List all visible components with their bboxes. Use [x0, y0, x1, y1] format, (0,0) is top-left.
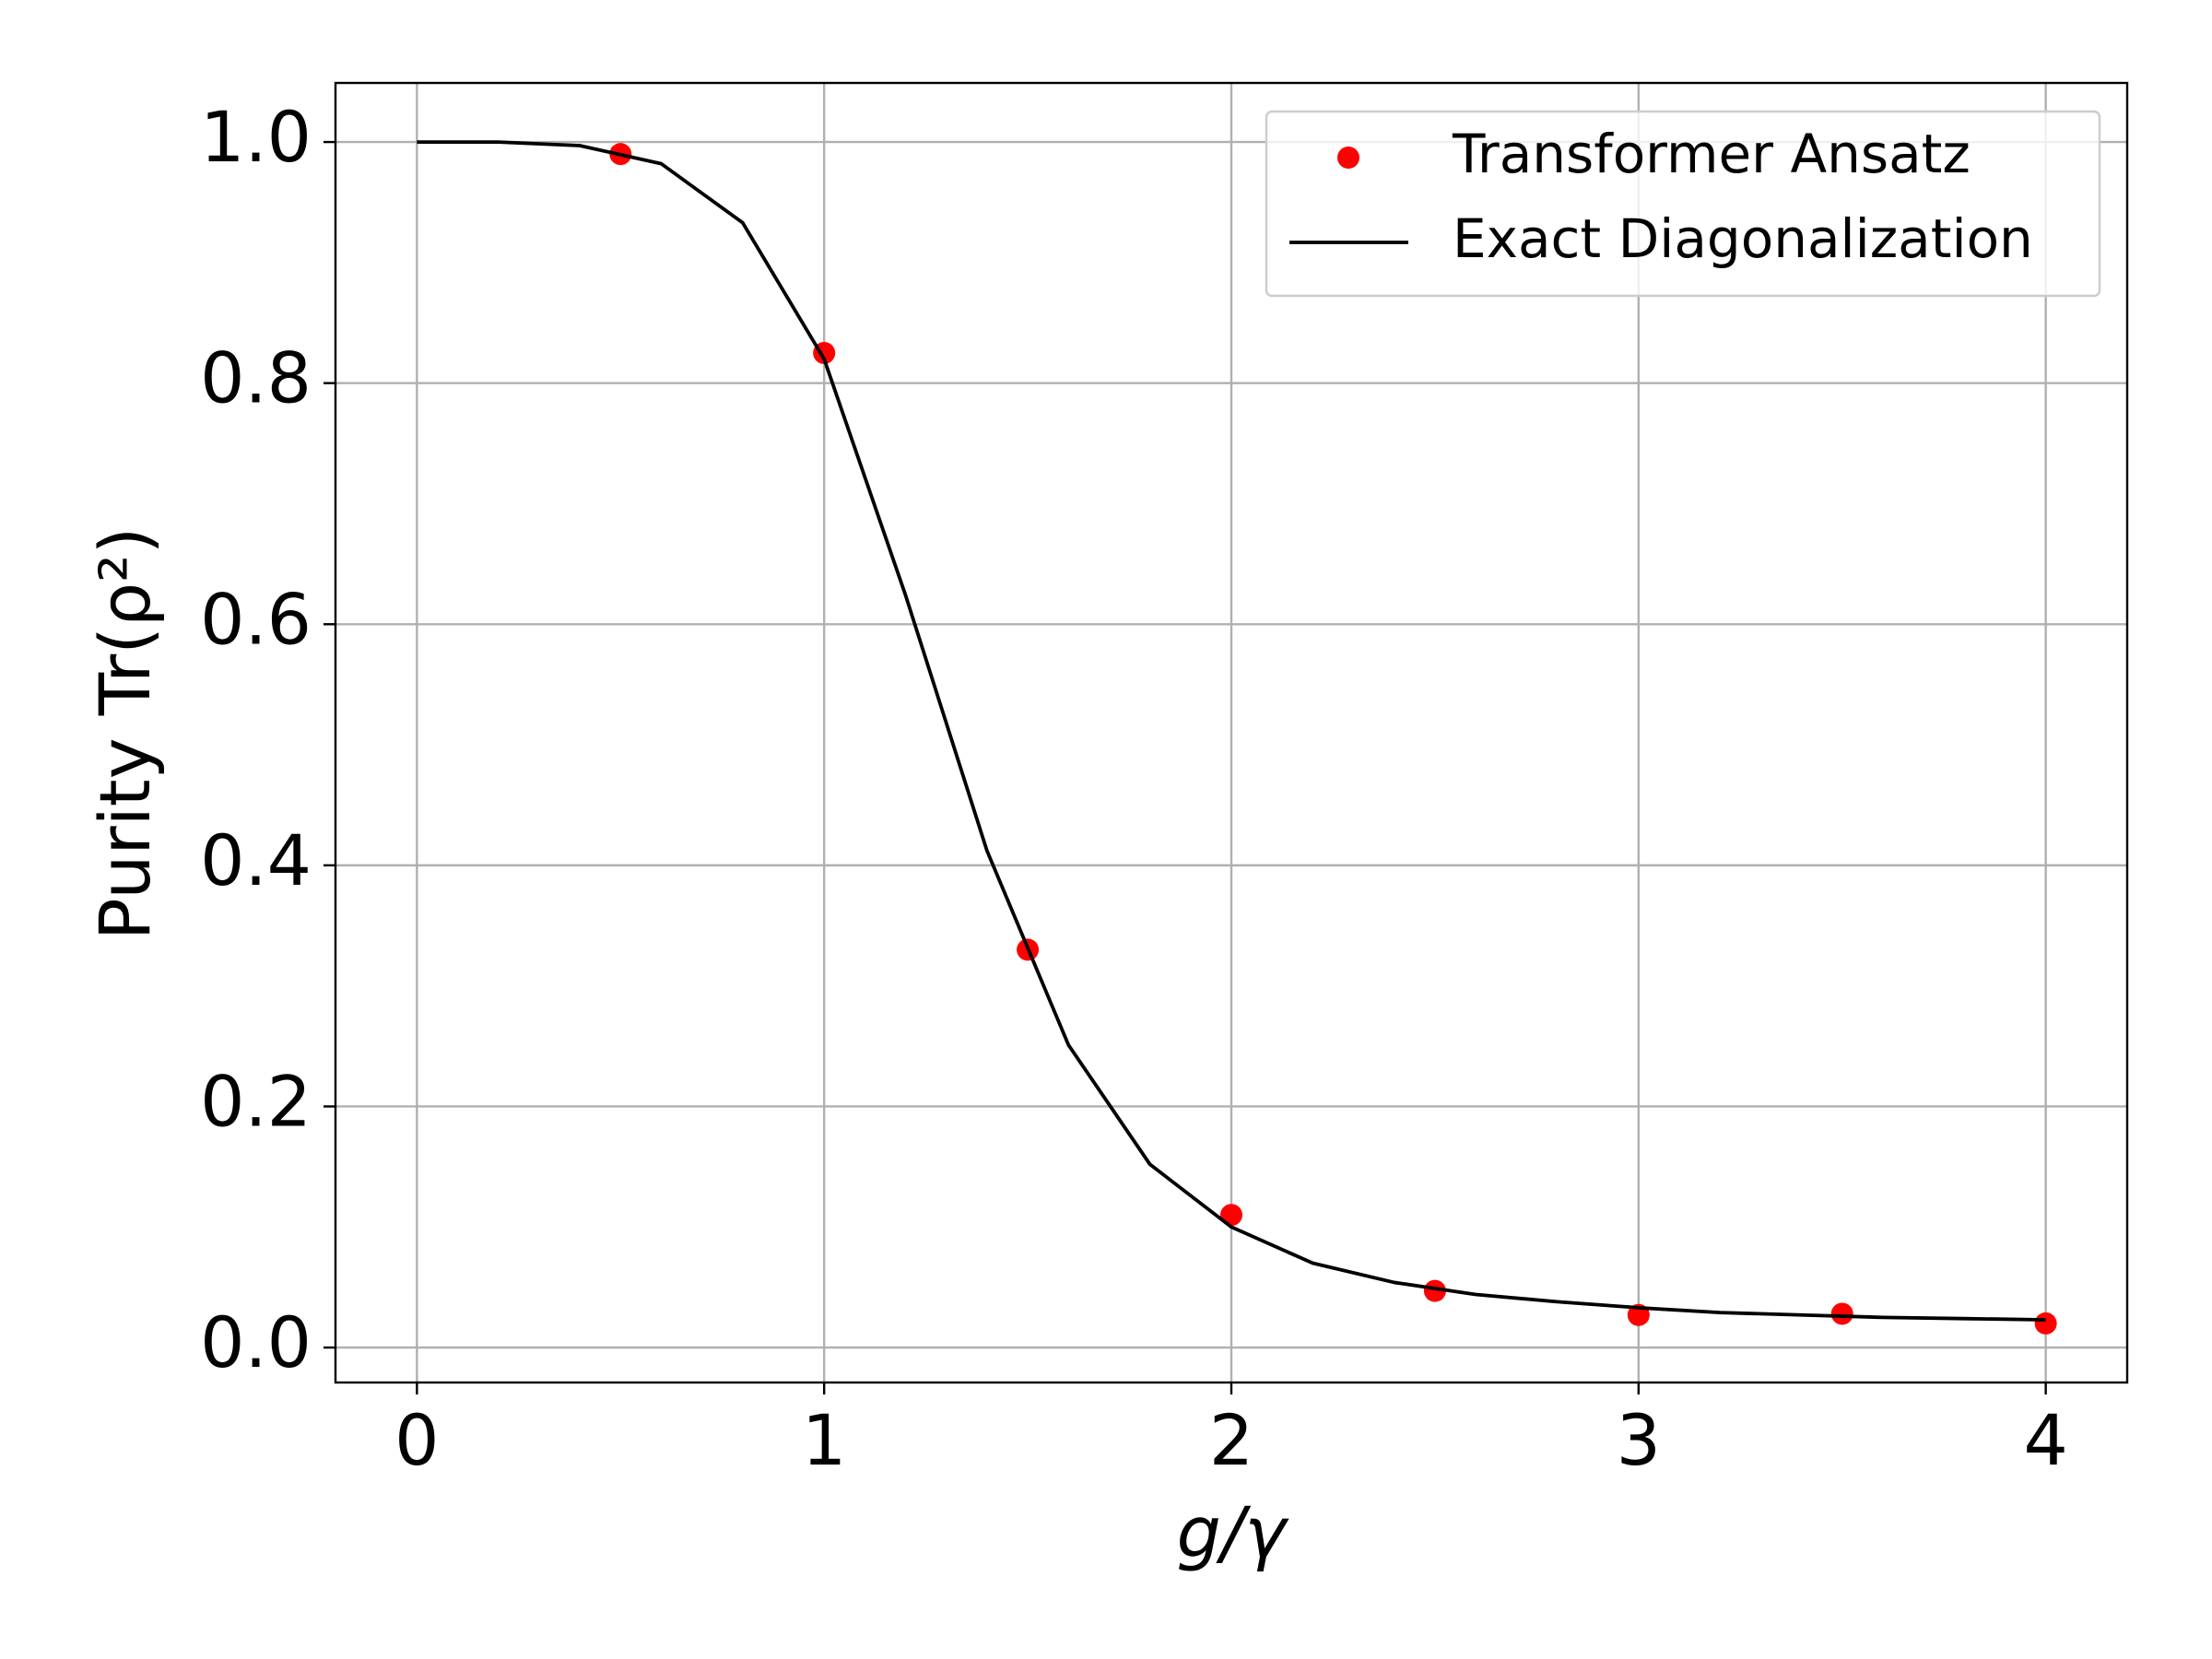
- data-point: [1830, 1302, 1853, 1325]
- data-point: [2034, 1312, 2057, 1335]
- y-tick-label: 0.8: [200, 337, 312, 419]
- legend-marker: [1337, 147, 1359, 169]
- y-tick-label: 1.0: [200, 96, 312, 178]
- x-axis-label: g/γ: [1177, 1491, 1290, 1573]
- x-tick-label: 4: [2023, 1399, 2067, 1481]
- x-tick-label: 0: [394, 1399, 439, 1481]
- data-line: [417, 140, 2046, 1322]
- y-tick-label: 0.2: [200, 1060, 312, 1142]
- legend-box: [1265, 110, 2101, 298]
- plot-frame: [334, 81, 2129, 1384]
- x-tick-label: 3: [1617, 1399, 1661, 1481]
- y-tick-label: 0.4: [200, 819, 312, 901]
- legend-label: Exact Diagonalization: [1453, 207, 2033, 270]
- y-axis-label: Purity Tr(ρ²): [84, 527, 166, 940]
- x-tick-label: 1: [802, 1399, 846, 1481]
- x-tick-label: 2: [1209, 1399, 1253, 1481]
- y-tick-label: 0.0: [200, 1301, 312, 1383]
- legend-label: Transformer Ansatz: [1452, 123, 1971, 185]
- y-tick-label: 0.6: [200, 578, 312, 660]
- data-point: [1220, 1204, 1242, 1227]
- data-point: [1423, 1279, 1446, 1302]
